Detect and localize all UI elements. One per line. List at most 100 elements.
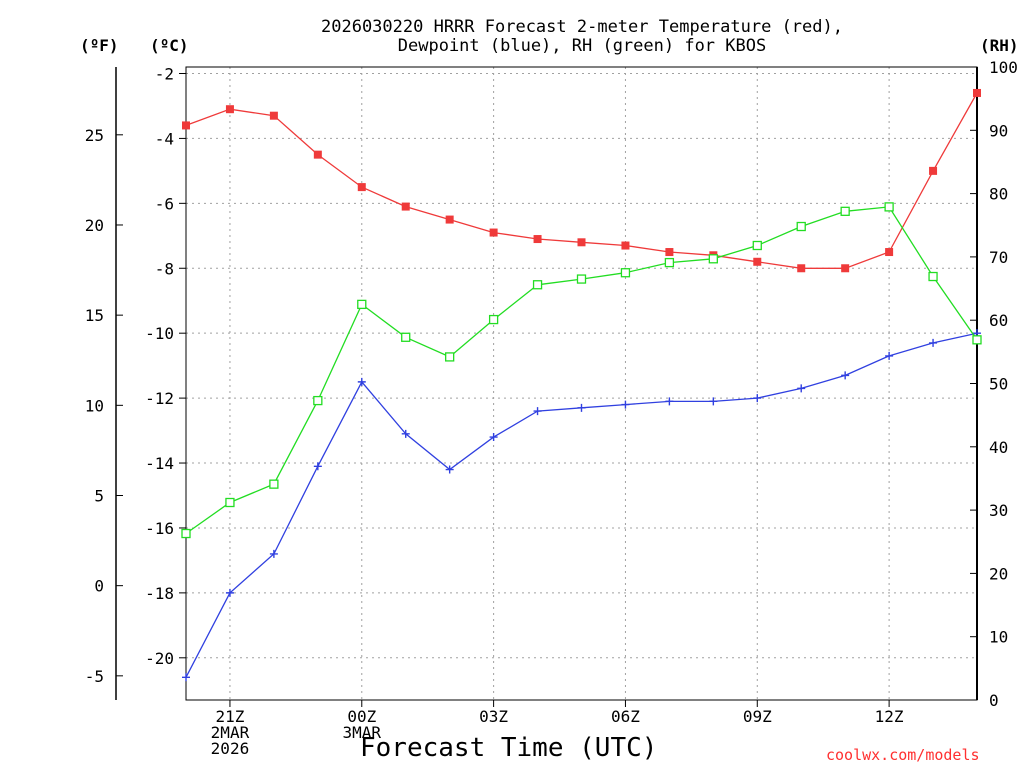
dewpoint-point <box>797 384 806 393</box>
x-tick-label: 06Z <box>611 707 640 726</box>
dewpoint-point <box>225 588 234 597</box>
credit-text: coolwx.com/models <box>826 746 980 764</box>
dewpoint-point <box>445 465 454 474</box>
celsius-tick-label: -12 <box>145 389 174 408</box>
dewpoint-point <box>709 397 718 406</box>
x-tick-label: 03Z <box>479 707 508 726</box>
temperature-point <box>885 248 894 257</box>
rh-point <box>972 335 982 345</box>
rh-point <box>620 268 631 278</box>
fahrenheit-tick-label: 20 <box>85 216 104 235</box>
dewpoint-point <box>577 403 586 412</box>
temperature-point <box>357 183 366 192</box>
rh-point <box>181 528 191 539</box>
rh-point <box>225 497 235 508</box>
fahrenheit-tick-label: 10 <box>85 396 104 415</box>
plot-frame <box>185 66 978 701</box>
temperature-point <box>182 121 190 130</box>
fahrenheit-tick-label: 25 <box>85 126 104 145</box>
x-tick-label: 2MAR <box>211 723 250 742</box>
dewpoint-point <box>533 407 542 416</box>
dewpoint-point <box>841 371 850 380</box>
fahrenheit-tick-label: 15 <box>85 306 104 325</box>
x-tick-label: 09Z <box>743 707 772 726</box>
temperature-point <box>445 215 454 224</box>
chart-title: 2026030220 HRRR Forecast 2-meter Tempera… <box>0 18 1024 56</box>
fahrenheit-tick-label: 5 <box>94 486 104 505</box>
fahrenheit-unit-label: (ºF) <box>80 36 119 55</box>
celsius-tick-label: -6 <box>155 194 174 213</box>
celsius-unit-label: (ºC) <box>150 36 189 55</box>
rh-tick-label: 0 <box>989 691 999 710</box>
temperature-point <box>533 235 542 244</box>
fahrenheit-tick-label: -5 <box>85 667 104 686</box>
temperature-point <box>313 150 322 159</box>
temperature-point <box>929 166 938 175</box>
celsius-tick-label: -10 <box>145 324 174 343</box>
rh-point <box>752 240 762 251</box>
x-tick-label: 21Z <box>215 707 244 726</box>
dewpoint-point <box>885 351 894 360</box>
rh-tick-label: 80 <box>989 185 1008 204</box>
rh-tick-label: 20 <box>989 564 1008 583</box>
temperature-point <box>401 202 410 211</box>
temperature-point <box>269 111 278 120</box>
x-tick-label: 00Z <box>347 707 376 726</box>
dewpoint-point <box>753 394 762 403</box>
rh-point <box>357 299 367 310</box>
temperature-point <box>973 88 981 97</box>
dewpoint-point <box>357 377 366 386</box>
rh-point <box>576 274 587 284</box>
chart-title-line-1: 2026030220 HRRR Forecast 2-meter Tempera… <box>321 17 843 37</box>
dewpoint-point <box>929 338 938 347</box>
temperature-point <box>841 264 850 273</box>
rh-tick-label: 70 <box>989 248 1008 267</box>
dewpoint-line <box>185 332 978 678</box>
dewpoint-point <box>665 397 674 406</box>
axes: -2-4-6-8-10-12-14-16-18-202520151050-510… <box>85 58 1018 758</box>
dewpoint-point <box>401 429 410 438</box>
rh-point <box>884 202 894 212</box>
rh-tick-label: 100 <box>989 58 1018 77</box>
rh-point <box>796 221 806 232</box>
rh-point <box>928 271 938 282</box>
celsius-tick-label: -4 <box>155 129 174 148</box>
rh-point <box>401 332 411 342</box>
x-tick-label: 2026 <box>211 739 250 758</box>
x-tick-label: 12Z <box>875 707 904 726</box>
temperature-point <box>489 228 498 237</box>
temperature-point <box>797 264 806 273</box>
x-tick-label: 3MAR <box>343 723 382 742</box>
chart-title-line-2: Dewpoint (blue), RH (green) for KBOS <box>397 36 767 56</box>
rh-point <box>313 395 323 406</box>
rh-tick-label: 90 <box>989 121 1008 140</box>
rh-point <box>488 314 499 325</box>
rh-point <box>664 257 675 268</box>
rh-unit-label: (RH) <box>980 36 1019 55</box>
temperature-point <box>665 248 674 257</box>
rh-point <box>269 479 279 489</box>
rh-tick-label: 40 <box>989 438 1008 457</box>
rh-point <box>840 206 850 216</box>
dewpoint-point <box>489 433 498 442</box>
x-axis-title: Forecast Time (UTC) <box>360 733 658 763</box>
dewpoint-point <box>182 673 190 682</box>
rh-tick-label: 10 <box>989 628 1008 647</box>
dewpoint-point <box>313 462 322 471</box>
temperature-point <box>753 257 762 266</box>
temperature-point <box>621 241 630 250</box>
dewpoint-point <box>621 400 630 409</box>
celsius-tick-label: -16 <box>145 519 174 538</box>
celsius-tick-label: -14 <box>145 454 174 473</box>
dewpoint-point <box>269 549 278 558</box>
rh-tick-label: 60 <box>989 311 1008 330</box>
celsius-tick-label: -18 <box>145 584 174 603</box>
temperature-point <box>577 238 586 247</box>
series <box>181 88 982 682</box>
rh-point <box>445 352 455 362</box>
fahrenheit-tick-label: 0 <box>94 577 104 596</box>
grid <box>186 67 977 700</box>
rh-tick-label: 30 <box>989 501 1008 520</box>
rh-tick-label: 50 <box>989 375 1008 394</box>
